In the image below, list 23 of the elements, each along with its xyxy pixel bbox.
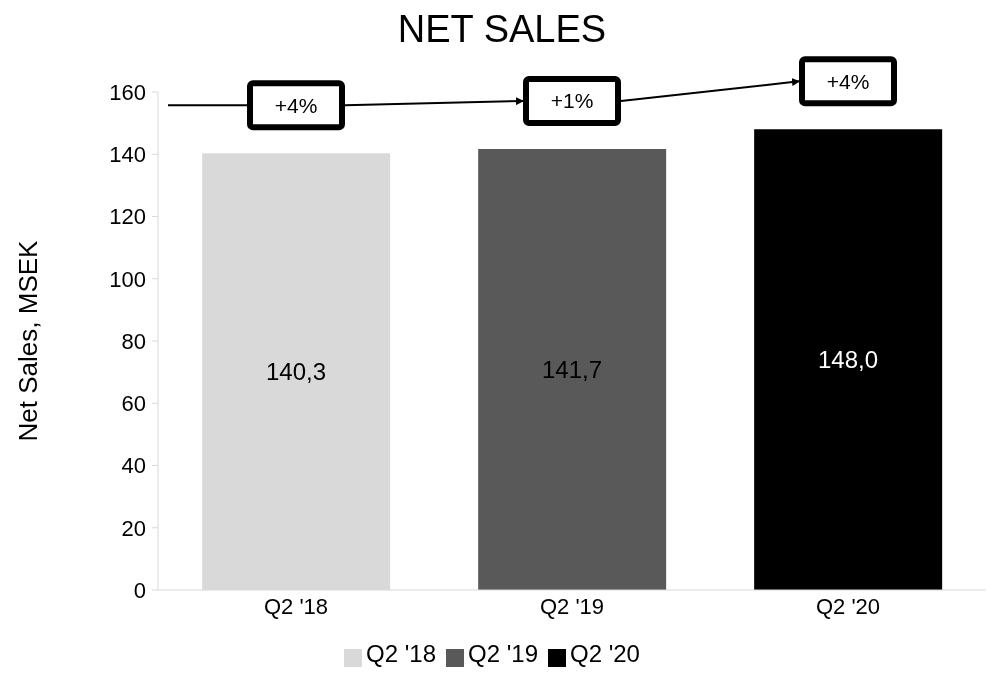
y-tick-label: 0 bbox=[133, 577, 146, 603]
x-tick-label: Q2 '18 bbox=[263, 593, 329, 619]
data-label: 148,0 bbox=[817, 346, 879, 374]
y-axis-title: Net Sales, MSEK bbox=[13, 239, 44, 442]
chart-title: NET SALES bbox=[396, 8, 608, 51]
legend-label: Q2 '18 bbox=[366, 640, 437, 667]
x-tick-label: Q2 '20 bbox=[815, 593, 881, 619]
y-tick-label: 40 bbox=[121, 453, 146, 479]
annotation: +4% bbox=[274, 93, 318, 117]
y-tick-label: 140 bbox=[109, 142, 146, 168]
y-tick-label: 80 bbox=[121, 328, 146, 354]
annotation: +4% bbox=[826, 69, 870, 93]
y-tick-label: 120 bbox=[109, 204, 146, 230]
y-tick-label: 100 bbox=[109, 266, 146, 292]
y-tick-label: 60 bbox=[121, 391, 146, 417]
legend-label: Q2 '19 bbox=[468, 640, 538, 667]
data-label: 140,3 bbox=[265, 358, 327, 386]
y-tick-label: 160 bbox=[109, 79, 146, 105]
data-label: 141,7 bbox=[541, 355, 603, 383]
annotation: +1% bbox=[550, 89, 594, 113]
legend-label: Q2 '20 bbox=[569, 640, 640, 667]
y-tick-label: 20 bbox=[121, 515, 146, 541]
x-tick-label: Q2 '19 bbox=[539, 593, 605, 619]
